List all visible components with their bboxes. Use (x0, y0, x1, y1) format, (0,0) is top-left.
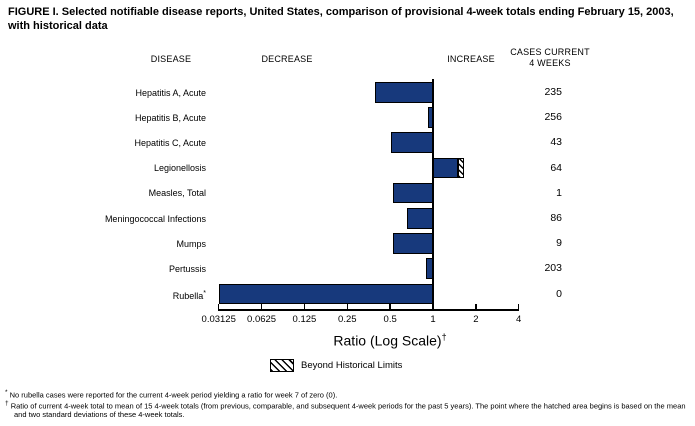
axis-tick-0-25 (346, 304, 349, 310)
x-axis-line (218, 309, 519, 311)
footnotes: * No rubella cases were reported for the… (5, 389, 693, 420)
disease-label-rubella: Rubella* (172, 290, 206, 302)
footnote-dagger: † Ratio of current 4-week total to mean … (5, 400, 693, 420)
axis-tick-label-4: 4 (516, 314, 522, 325)
axis-tick-label-0-0625: 0.0625 (247, 314, 277, 325)
axis-tick-label-1: 1 (430, 314, 436, 325)
cases-value-hepatitis-b-acute: 256 (544, 111, 562, 124)
x-axis-title-text: Ratio (Log Scale) (333, 332, 442, 349)
bar-meningococcal-infections (407, 208, 433, 229)
disease-label-legionellosis: Legionellosis (153, 163, 206, 174)
bar-mumps (392, 233, 433, 254)
x-axis-title: Ratio (Log Scale)† (219, 332, 561, 349)
column-header-increase: INCREASE (447, 54, 495, 64)
hatched-swatch-icon (270, 359, 294, 372)
axis-tick-label-0-125: 0.125 (292, 314, 317, 325)
bar-measles-total (392, 182, 433, 204)
hatch-beyond-historical-limits-legionellosis (458, 157, 464, 179)
dagger-marker: † (5, 400, 9, 408)
cases-value-rubella: 0 (556, 287, 562, 300)
axis-tick-label-0-25: 0.25 (338, 314, 357, 325)
bar-pertussis (426, 258, 433, 279)
axis-tick-0-125 (303, 304, 306, 310)
disease-label-pertussis: Pertussis (168, 263, 206, 274)
column-header-decrease: DECREASE (261, 54, 313, 64)
asterisk-marker: * (5, 389, 8, 396)
cases-header-line1: CASES CURRENT (510, 47, 590, 57)
axis-tick-label-2: 2 (473, 314, 479, 325)
cases-value-pertussis: 203 (544, 262, 562, 275)
axis-tick-4 (517, 304, 520, 310)
footnote-dagger-text: Ratio of current 4-week total to mean of… (10, 401, 686, 420)
axis-tick-1 (432, 304, 434, 310)
footnote-asterisk-text: No rubella cases were reported for the c… (9, 390, 338, 400)
cases-value-meningococcal-infections: 86 (550, 212, 562, 224)
disease-label-meningococcal-infections: Meningococcal Infections (104, 213, 206, 224)
legend-label: Beyond Historical Limits (301, 360, 403, 371)
bar-rubella (218, 283, 433, 305)
disease-label-measles-total: Measles, Total (148, 188, 206, 199)
axis-tick-label-0-03125: 0.03125 (201, 314, 236, 325)
cases-value-legionellosis: 64 (550, 161, 562, 174)
bar-hepatitis-a-acute (374, 82, 433, 103)
bar-hepatitis-b-acute (427, 107, 433, 128)
axis-tick-0-0625 (260, 304, 263, 310)
axis-tick-label-0-5: 0.5 (383, 314, 397, 325)
column-header-cases-current-4-weeks: CASES CURRENT 4 WEEKS (499, 47, 601, 69)
figure-title: FIGURE I. Selected notifiable disease re… (8, 6, 674, 32)
cases-header-line2: 4 WEEKS (529, 58, 571, 68)
dagger-superscript: † (441, 332, 447, 342)
cases-value-mumps: 9 (556, 237, 562, 250)
disease-label-mumps: Mumps (176, 238, 206, 249)
bar-legionellosis (433, 157, 459, 179)
axis-tick-0-5 (389, 304, 391, 310)
disease-label-hepatitis-c-acute: Hepatitis C, Acute (134, 137, 206, 148)
asterisk-superscript: * (203, 290, 206, 298)
bar-hepatitis-c-acute (391, 132, 433, 153)
disease-label-hepatitis-a-acute: Hepatitis A, Acute (135, 87, 206, 98)
cases-value-hepatitis-a-acute: 235 (544, 86, 562, 98)
disease-label-hepatitis-b-acute: Hepatitis B, Acute (134, 112, 206, 123)
cases-value-measles-total: 1 (556, 186, 562, 199)
axis-tick-2 (475, 304, 477, 310)
axis-tick-0-03125 (217, 304, 220, 310)
column-header-disease: DISEASE (150, 54, 192, 64)
cases-value-hepatitis-c-acute: 43 (550, 136, 562, 149)
footnote-asterisk: * No rubella cases were reported for the… (5, 389, 693, 400)
